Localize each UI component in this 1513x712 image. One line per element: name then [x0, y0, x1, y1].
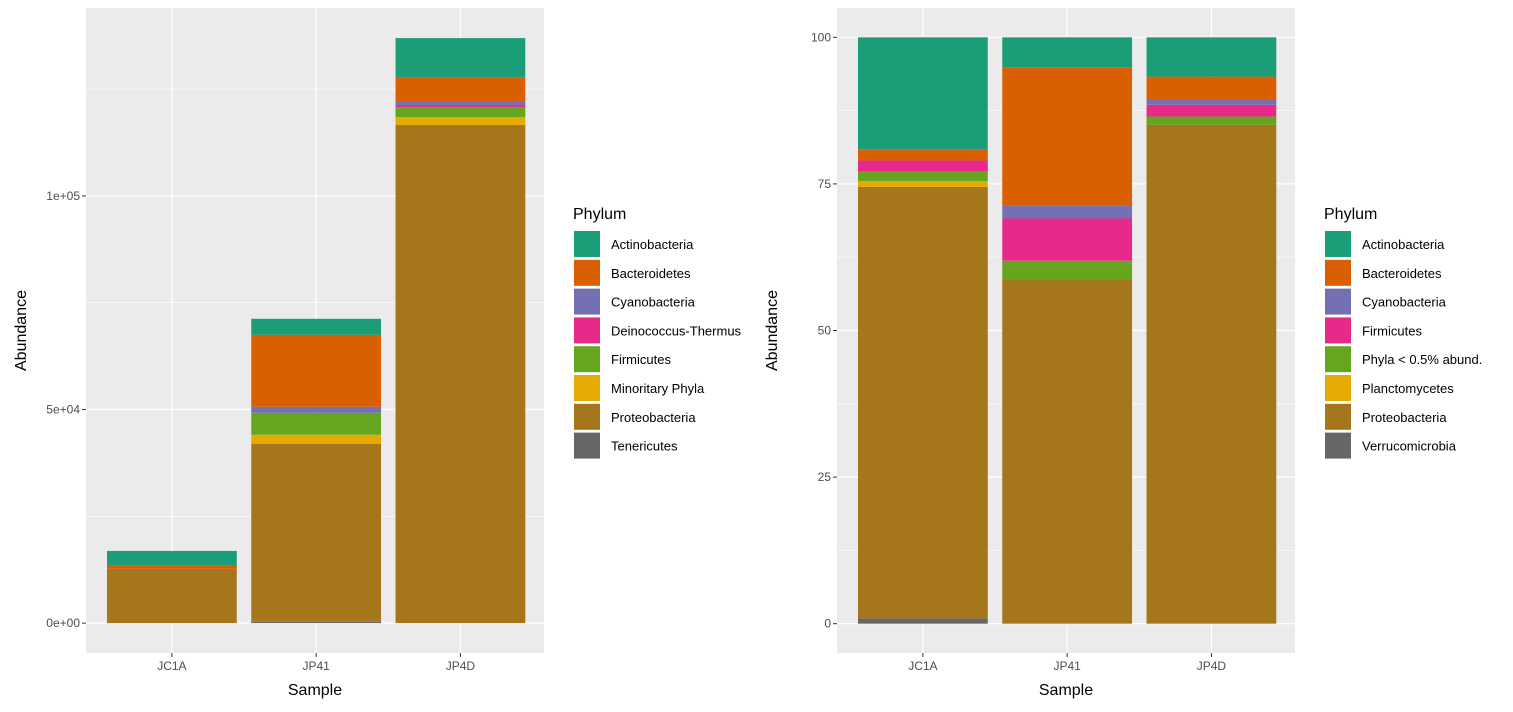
bar-segment-JP4D-cyanobacteria [1146, 99, 1277, 105]
legend-label: Bacteroidetes [611, 266, 691, 281]
legend-label: Tenericutes [611, 439, 678, 454]
x-tick-label: JC1A [908, 659, 937, 673]
legend-label: Verrucomicrobia [1362, 439, 1457, 454]
bar-segment-JP4D-proteobacteria [1146, 124, 1277, 624]
legend: Phylum Actinobacteria Bacteroidetes Cyanoba… [1324, 206, 1482, 459]
y-tick-label: 50 [818, 324, 832, 338]
legend-label: Minoritary Phyla [611, 381, 705, 396]
legend-key [574, 259, 600, 286]
bar-segment-JC1A-bacteroidetes [858, 149, 988, 161]
bar-segment-JP4D-minoritary-phyla [395, 117, 526, 126]
x-axis-title: Sample [1039, 682, 1093, 699]
bar-segment-JC1A-proteobacteria [858, 186, 988, 619]
legend-key [1325, 432, 1351, 459]
bar-segment-JC1A-phyla-0-5-abund- [858, 171, 988, 181]
y-axis-title: Abundance [13, 290, 30, 371]
legend-key [1325, 317, 1351, 344]
bar-segment-JP4D-firmicutes [1146, 104, 1277, 117]
bar-segment-JP4D-firmicutes [395, 107, 526, 118]
legend-label: Bacteroidetes [1362, 266, 1442, 281]
legend-key [574, 346, 600, 373]
legend: Phylum Actinobacteria Bacteroidetes Cyanoba… [573, 206, 742, 459]
legend-key [574, 375, 600, 401]
bar-segment-JP41-proteobacteria [251, 443, 382, 622]
legend-key [574, 231, 600, 257]
bar-segment-JP41-tenericutes [251, 621, 382, 624]
y-axis-title: Abundance [764, 290, 781, 371]
legend-label: Actinobacteria [611, 237, 694, 252]
x-tick-label: JP41 [1053, 659, 1081, 673]
bar-segment-JC1A-planctomycetes [858, 180, 988, 187]
x-tick-label: JC1A [157, 659, 186, 673]
legend-key [574, 432, 600, 459]
bar-segment-JP4D-phyla-0-5-abund- [1146, 116, 1277, 125]
bar-segment-JC1A-firmicutes [858, 160, 988, 172]
legend-title: Phylum [1324, 206, 1377, 223]
bar-segment-JC1A-bacteroidetes [107, 565, 237, 569]
y-tick-label: 1e+05 [46, 189, 80, 203]
bar-segment-JP4D-actinobacteria [395, 38, 526, 78]
bar-segment-JC1A-verrucomicrobia [858, 618, 988, 624]
legend-label: Deinococcus-Thermus [611, 323, 742, 338]
y-tick-label: 0 [824, 617, 831, 631]
x-tick-label: JP4D [446, 659, 476, 673]
legend-key [574, 317, 600, 344]
bar-segment-JP41-proteobacteria [1002, 279, 1133, 624]
bar-segment-JC1A-actinobacteria [107, 550, 237, 566]
legend-label: Cyanobacteria [1362, 295, 1447, 310]
chart-2: 0 25 50 75 100 JC1A JP41 JP4D Sample Abundance Phy… [764, 8, 1482, 699]
bar-segment-JP41-actinobacteria [1002, 37, 1133, 68]
legend-title: Phylum [573, 206, 626, 223]
bar-segment-JP4D-bacteroidetes [395, 77, 526, 102]
legend-label: Firmicutes [1362, 323, 1422, 338]
legend-label: Actinobacteria [1362, 237, 1445, 252]
legend-key [1325, 375, 1351, 401]
legend-label: Proteobacteria [1362, 410, 1447, 425]
legend-key [574, 403, 600, 430]
y-tick-label: 0e+00 [46, 616, 80, 630]
chart-1: 0e+00 5e+04 1e+05 JC1A JP41 JP4D Sample Abundan… [13, 8, 742, 699]
bar-segment-JP4D-proteobacteria [395, 125, 526, 624]
bar-segment-JP41-minoritary-phyla [251, 434, 382, 444]
legend-label: Firmicutes [611, 352, 671, 367]
legend-key [574, 288, 600, 315]
legend-label: Cyanobacteria [611, 295, 696, 310]
bar-segment-JP4D-deinococcus-thermus [395, 105, 526, 108]
y-tick-label: 75 [818, 177, 832, 191]
bar-segment-JP41-bacteroidetes [1002, 67, 1133, 206]
legend-label: Phyla < 0.5% abund. [1362, 352, 1482, 367]
bar-segment-JP41-bacteroidetes [251, 334, 382, 407]
legend-key [1325, 259, 1351, 286]
x-tick-label: JP4D [1197, 659, 1227, 673]
legend-key [1325, 403, 1351, 430]
y-tick-label: 25 [818, 470, 832, 484]
y-tick-label: 100 [811, 30, 831, 44]
bar-segment-JC1A-actinobacteria [858, 37, 988, 150]
y-tick-label: 5e+04 [46, 403, 80, 417]
x-tick-label: JP41 [302, 659, 330, 673]
legend-key [1325, 346, 1351, 373]
legend-key [1325, 231, 1351, 257]
bar-segment-JP4D-bacteroidetes [1146, 76, 1277, 100]
bar-segment-JP41-firmicutes [251, 412, 382, 435]
bar-segment-JC1A-proteobacteria [107, 568, 237, 624]
bar-segment-JP41-actinobacteria [251, 318, 382, 335]
legend-label: Planctomycetes [1362, 381, 1454, 396]
legend-label: Proteobacteria [611, 410, 696, 425]
legend-key [1325, 288, 1351, 315]
bar-segment-JP4D-cyanobacteria [395, 101, 526, 106]
x-axis-title: Sample [288, 682, 342, 699]
bar-segment-JP41-phyla-0-5-abund- [1002, 260, 1133, 280]
bar-segment-JP4D-actinobacteria [1146, 37, 1277, 77]
bar-segment-JP41-cyanobacteria [1002, 205, 1133, 219]
bar-segment-JP41-firmicutes [1002, 218, 1133, 261]
bar-segment-JP41-cyanobacteria [251, 406, 382, 413]
